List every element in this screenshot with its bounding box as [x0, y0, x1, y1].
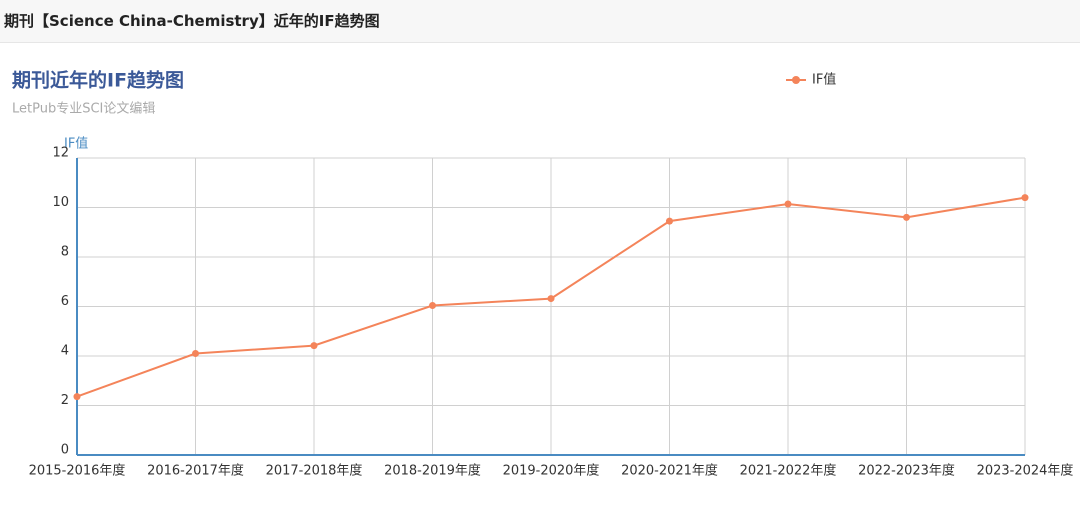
data-point — [666, 217, 673, 225]
data-point — [73, 393, 81, 401]
x-tick-label: 2020-2021年度 — [621, 463, 718, 479]
x-tick-label: 2022-2023年度 — [858, 463, 955, 479]
data-point — [192, 350, 199, 358]
y-tick-label: 4 — [61, 344, 69, 359]
y-tick-label: 8 — [61, 245, 69, 260]
y-tick-label: 2 — [61, 393, 69, 408]
x-tick-label: 2019-2020年度 — [503, 463, 600, 479]
x-tick-label: 2021-2022年度 — [740, 463, 837, 479]
data-point — [903, 213, 910, 221]
y-axis-label: IF值 — [64, 136, 88, 152]
legend-swatch — [792, 76, 800, 84]
y-tick-label: 10 — [52, 195, 69, 210]
legend-label: IF值 — [812, 72, 836, 88]
data-point — [784, 200, 792, 208]
x-tick-label: 2015-2016年度 — [29, 463, 126, 479]
y-tick-label: 12 — [52, 146, 69, 161]
data-point — [1021, 194, 1029, 202]
y-tick-label: 6 — [61, 294, 69, 309]
chart-subtitle: LetPub专业SCI论文编辑 — [12, 102, 155, 117]
x-tick-label: 2016-2017年度 — [147, 463, 244, 479]
x-tick-label: 2017-2018年度 — [266, 463, 363, 479]
chart-title: 期刊近年的IF趋势图 — [12, 69, 184, 92]
x-tick-label: 2018-2019年度 — [384, 463, 481, 479]
data-point — [310, 342, 318, 350]
header-title: 期刊【Science China-Chemistry】近年的IF趋势图 — [0, 0, 1080, 43]
chart: 期刊近年的IF趋势图 LetPub专业SCI论文编辑 IF值 0 2 4 6 8 10 12… — [12, 69, 1074, 479]
data-point — [429, 302, 436, 310]
data-point — [547, 295, 555, 303]
y-tick-label: 0 — [61, 443, 69, 458]
x-tick-label: 2023-2024年度 — [977, 463, 1074, 479]
